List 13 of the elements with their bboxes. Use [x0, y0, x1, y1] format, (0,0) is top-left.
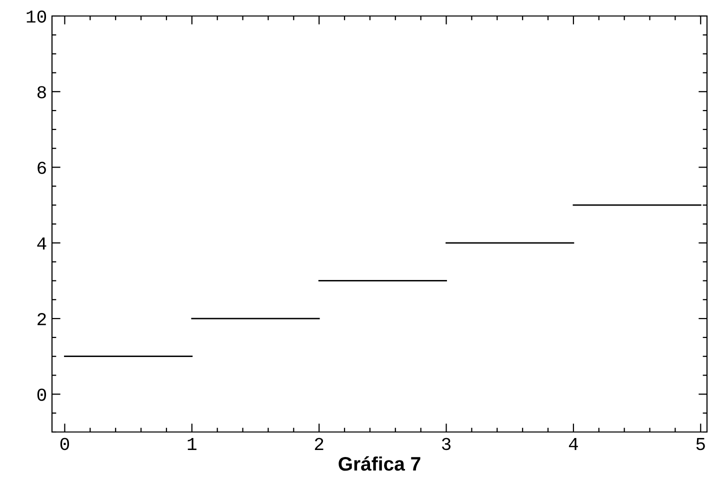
y-tick-label: 10	[26, 10, 46, 23]
y-tick-label: 0	[37, 388, 46, 401]
y-tick-label: 6	[38, 162, 46, 174]
x-tick-label: 4	[568, 438, 578, 450]
y-tick-label: 2	[38, 313, 46, 326]
x-tick-label: 1	[188, 438, 196, 450]
x-tick-label: 2	[314, 438, 324, 450]
x-tick-label: 0	[60, 438, 70, 450]
x-tick-label: 5	[696, 438, 705, 450]
x-axis-title: Gráfica 7	[338, 456, 420, 471]
y-tick-label: 8	[37, 86, 46, 98]
x-tick-label: 3	[442, 438, 451, 450]
y-tick-label: 4	[37, 238, 46, 250]
